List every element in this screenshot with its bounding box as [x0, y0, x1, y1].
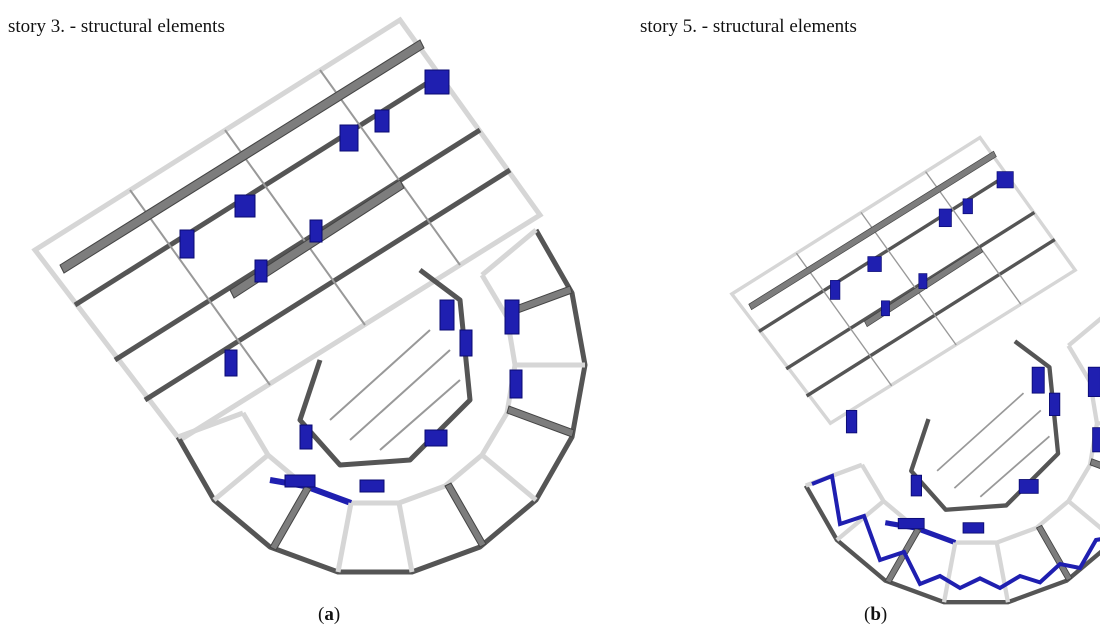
- drawing-story-5: [730, 135, 1100, 603]
- caption-paren: (: [864, 604, 871, 625]
- panel-caption: (a): [318, 604, 340, 626]
- caption-paren: (: [318, 604, 325, 625]
- panel-caption: (b): [864, 604, 887, 626]
- caption-letter: a: [324, 604, 334, 625]
- caption-letter: b: [870, 604, 881, 625]
- panel-title: story 3. - structural elements: [8, 16, 225, 37]
- panel-title: story 5. - structural elements: [640, 16, 857, 37]
- caption-paren: ): [880, 604, 888, 625]
- drawing-story-3: [35, 20, 585, 572]
- caption-paren: ): [333, 604, 341, 625]
